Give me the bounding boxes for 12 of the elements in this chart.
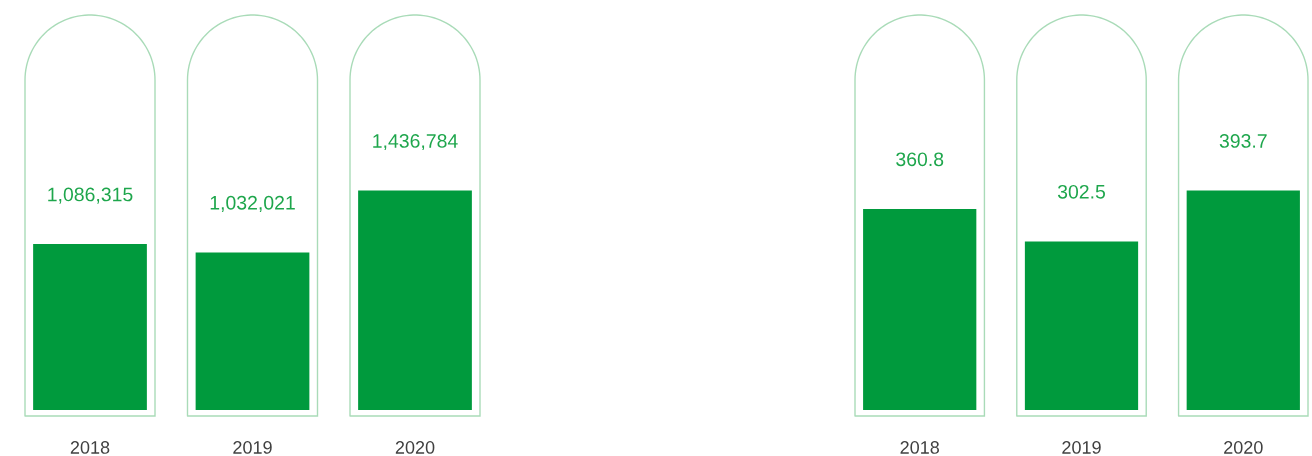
data-label: 302.5 xyxy=(1057,184,1106,199)
x-tick-label: 2019 xyxy=(233,441,272,454)
data-label: 1,436,784 xyxy=(373,134,458,151)
x-tick-label: 2019 xyxy=(1062,441,1101,454)
x-tick-label: 2020 xyxy=(395,441,435,454)
x-tick-label: 2018 xyxy=(900,441,940,454)
data-label: 360.8 xyxy=(896,152,944,167)
x-tick-label: 2018 xyxy=(70,441,110,454)
data-label: 393.7 xyxy=(1219,134,1267,148)
x-tick-label: 2020 xyxy=(1224,441,1263,454)
data-label: 1,086,315 xyxy=(48,187,133,204)
data-label: 1,032,021 xyxy=(210,195,295,212)
